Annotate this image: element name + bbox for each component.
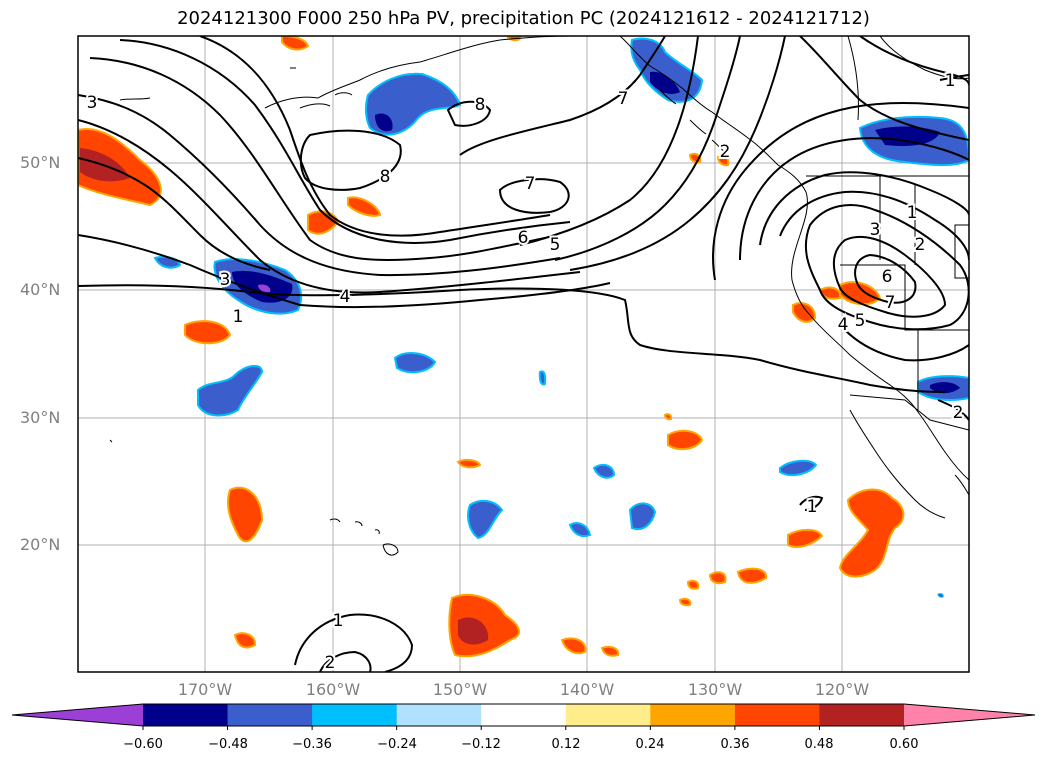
contour-label: 7 [885, 293, 896, 313]
colorbar-tick-label: −0.48 [208, 737, 248, 752]
colorbar-tick-label: −0.36 [292, 737, 332, 752]
lon-label: 160°W [305, 680, 361, 699]
contour-label: 1 [907, 203, 918, 223]
precip-area [650, 71, 680, 94]
colorbar-segment [565, 704, 651, 726]
contour-label: 5 [550, 235, 561, 255]
lat-label: 40°N [20, 280, 61, 299]
contour-label: 7 [525, 174, 536, 194]
lat-label: 20°N [20, 535, 61, 554]
colorbar-extend-low [12, 704, 143, 726]
colorbar-segment [143, 704, 229, 726]
contour-label: 2 [915, 235, 926, 255]
precip-area [708, 571, 727, 585]
contour-label: 8 [380, 167, 391, 187]
contour-labels: 1 3 4 5 6 7 8 8 7 2 1 3 2 1 6 7 5 4 3 1 … [85, 69, 966, 673]
precip-area [456, 458, 482, 469]
precip-area [393, 352, 437, 374]
precip-area [307, 210, 340, 235]
precip-area [538, 370, 547, 386]
map-title: 2024121300 F000 250 hPa PV, precipitatio… [177, 8, 870, 29]
contour-label: 3 [870, 220, 881, 240]
colorbar-segment [734, 704, 820, 726]
contour-label: 2 [325, 653, 336, 673]
contour-label: 1 [807, 497, 818, 517]
precip-area [838, 488, 905, 578]
colorbar-tick-label: −0.60 [123, 737, 163, 752]
precip-area [686, 579, 700, 590]
colorbar-tick-label: 0.24 [635, 737, 665, 752]
colorbar-tick-label: 0.12 [551, 737, 581, 752]
colorbar-extend-high [904, 704, 1035, 726]
map-background [78, 36, 969, 672]
contour-label: 3 [220, 270, 231, 290]
contour-label: 4 [838, 315, 849, 335]
precip-area [560, 637, 587, 655]
contour-label: 2 [953, 403, 964, 423]
precip-area [184, 320, 232, 345]
contour-label: 6 [882, 267, 893, 287]
colorbar [11, 703, 1036, 730]
lon-label: 120°W [814, 680, 870, 699]
colorbar-segment [227, 704, 313, 726]
colorbar-tick-label: 0.36 [720, 737, 750, 752]
precip-area [375, 113, 393, 132]
colorbar-segment [650, 704, 736, 726]
colorbar-segment [819, 704, 905, 726]
lon-label: 130°W [687, 680, 743, 699]
precip-area [568, 522, 592, 538]
colorbar-tick-label: 0.48 [804, 737, 834, 752]
contour-label: 1 [945, 71, 956, 91]
contour-label: 3 [87, 93, 98, 113]
colorbar-tick-label: −0.12 [461, 737, 501, 752]
contour-label: 1 [333, 611, 344, 631]
contour-label: 8 [475, 95, 486, 115]
contour-label: 1 [233, 307, 244, 327]
map-frame [77, 35, 970, 673]
precip-area [458, 617, 489, 645]
precip-area [779, 459, 818, 477]
contour-label: 2 [720, 142, 731, 162]
colorbar-segment [396, 704, 482, 726]
contour-label: 6 [518, 228, 529, 248]
precip-area [678, 597, 692, 607]
pv-contours [78, 36, 969, 672]
precip-area [233, 632, 257, 649]
precip-area [667, 429, 704, 451]
precip-area [716, 155, 730, 167]
precip-area [347, 196, 382, 217]
precip-area [930, 382, 960, 394]
precip-area [787, 528, 824, 548]
contour-label: 7 [618, 89, 629, 109]
lon-label: 150°W [432, 680, 488, 699]
precip-area [592, 463, 616, 479]
precip-area [663, 413, 673, 421]
colorbar-tick-label: 0.60 [889, 737, 919, 752]
coastlines [109, 36, 969, 556]
lon-label: 140°W [559, 680, 615, 699]
lat-label: 30°N [20, 408, 61, 427]
precip-area [792, 302, 817, 323]
precip-area [736, 567, 768, 584]
colorbar-segment [312, 704, 398, 726]
precip-area [937, 593, 944, 598]
precip-area [630, 37, 704, 103]
precip-area [258, 284, 271, 293]
precip-area [197, 364, 264, 417]
colorbar-tick-label: −0.24 [377, 737, 417, 752]
precip-area [600, 645, 620, 657]
precip-area [875, 126, 940, 147]
precip-area [628, 502, 657, 531]
precip-area [227, 486, 264, 543]
lon-label: 170°W [177, 680, 233, 699]
colorbar-segment [481, 704, 567, 726]
contour-label: 5 [855, 311, 866, 331]
lat-label: 50°N [20, 153, 61, 172]
precip-area [467, 499, 504, 540]
contour-label: 4 [340, 287, 351, 307]
